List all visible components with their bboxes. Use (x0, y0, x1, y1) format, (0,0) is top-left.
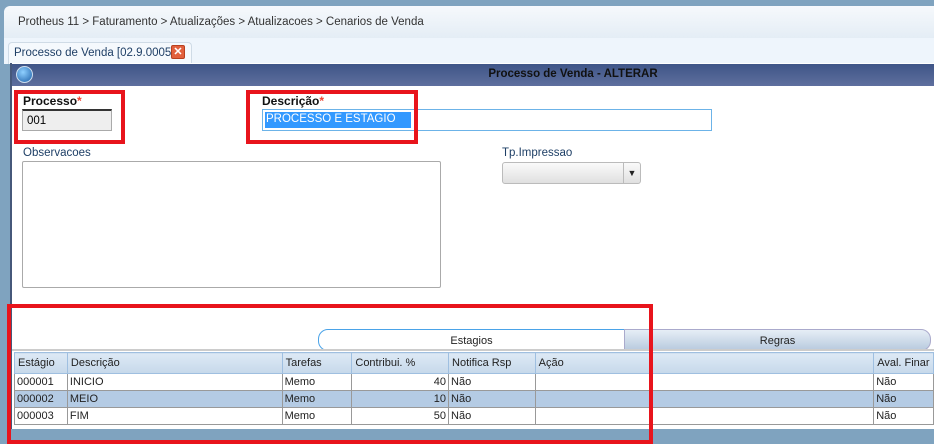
col-descricao[interactable]: Descrição (66, 352, 283, 374)
cell[interactable] (534, 390, 875, 408)
observacoes-label: Observacoes (23, 147, 91, 159)
col-acao[interactable]: Ação (534, 352, 875, 374)
observacoes-field[interactable] (22, 161, 441, 288)
window-title: Processo de Venda - ALTERAR (12, 64, 934, 86)
descricao-label: Descrição* (262, 94, 324, 108)
col-aval-finar[interactable]: Aval. Finar (873, 352, 934, 374)
required-marker: * (319, 94, 325, 108)
breadcrumb: Protheus 11 > Faturamento > Atualizações… (4, 6, 934, 38)
cell[interactable] (534, 407, 875, 425)
chevron-down-icon[interactable]: ▼ (623, 163, 640, 183)
cell[interactable]: 50 (351, 407, 450, 425)
cell[interactable]: 40 (351, 373, 450, 391)
tp-impressao-label: Tp.Impressao (502, 147, 573, 159)
close-icon[interactable]: ✕ (171, 45, 185, 59)
processo-label-text: Processo (23, 94, 78, 108)
tp-impressao-select[interactable] (502, 162, 641, 184)
table-row[interactable]: 000003 FIM Memo 50 Não Não (14, 407, 934, 425)
highlight-box-descricao (246, 90, 418, 144)
divider (12, 349, 934, 351)
cell[interactable]: MEIO (66, 390, 283, 408)
cell[interactable]: Memo (281, 407, 353, 425)
cell[interactable]: Não (448, 390, 536, 408)
cell[interactable]: Não (448, 373, 536, 391)
cell[interactable]: Memo (281, 390, 353, 408)
cell[interactable]: Não (873, 373, 934, 391)
highlight-box-grid (7, 304, 653, 444)
cell[interactable]: Não (873, 390, 934, 408)
cell[interactable]: FIM (66, 407, 283, 425)
processo-label: Processo* (23, 94, 82, 108)
tab-label: Processo de Venda [02.9.0005] (14, 47, 175, 59)
cell[interactable]: 10 (351, 390, 450, 408)
table-row[interactable]: 000001 INICIO Memo 40 Não Não (14, 373, 934, 391)
grid-header: Estágio Descrição Tarefas Contribui. % N… (14, 352, 934, 374)
processo-field[interactable] (22, 109, 112, 131)
cell[interactable]: Memo (281, 373, 353, 391)
cell[interactable]: 000003 (14, 407, 68, 425)
col-contribui[interactable]: Contribui. % (351, 352, 450, 374)
required-marker: * (77, 94, 82, 108)
tab-processo-de-venda[interactable]: Processo de Venda [02.9.0005] (8, 42, 192, 64)
col-notifica-rsp[interactable]: Notifica Rsp (448, 352, 536, 374)
estagios-grid: Estágio Descrição Tarefas Contribui. % N… (14, 352, 934, 425)
cell[interactable]: 000002 (14, 390, 68, 408)
cell[interactable]: 000001 (14, 373, 68, 391)
descricao-label-text: Descrição (262, 94, 320, 108)
cell[interactable]: Não (448, 407, 536, 425)
descricao-value: PROCESSO E ESTAGIO (265, 112, 411, 128)
cell[interactable]: INICIO (66, 373, 283, 391)
cell[interactable]: Não (873, 407, 934, 425)
tab-regras[interactable]: Regras (624, 329, 931, 351)
col-estagio[interactable]: Estágio (14, 352, 68, 374)
highlight-box-processo (14, 90, 125, 144)
cell[interactable] (534, 373, 875, 391)
app-logo-icon[interactable] (16, 66, 33, 83)
col-tarefas[interactable]: Tarefas (281, 352, 353, 374)
table-row-selected[interactable]: 000002 MEIO Memo 10 Não Não (14, 390, 934, 408)
